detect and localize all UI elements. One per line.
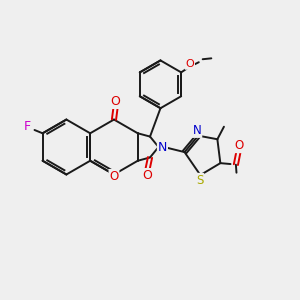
Text: N: N — [193, 124, 201, 137]
Text: O: O — [142, 169, 152, 182]
Text: O: O — [234, 139, 244, 152]
Text: N: N — [158, 140, 167, 154]
Text: O: O — [110, 95, 120, 108]
Text: S: S — [196, 174, 203, 187]
Text: O: O — [185, 59, 194, 69]
Text: F: F — [24, 120, 31, 133]
Text: O: O — [109, 170, 119, 183]
